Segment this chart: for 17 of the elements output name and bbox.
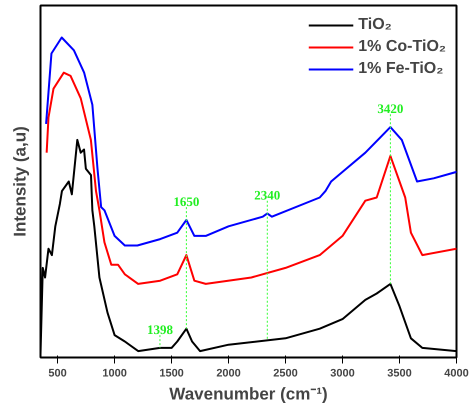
- x-axis-title: Wavenumber (cm⁻¹): [169, 384, 328, 404]
- legend-label: 1% Fe-TiO₂: [358, 60, 444, 78]
- annotation: 1650: [173, 194, 200, 209]
- annotation: 2340: [254, 188, 280, 202]
- annotation: 1398: [146, 322, 174, 337]
- x-tick-label: 1500: [159, 368, 184, 380]
- x-tick-label: 4000: [444, 368, 469, 380]
- x-tick-label: 3000: [330, 368, 355, 380]
- legend-label: TiO₂: [358, 16, 392, 34]
- x-tick-label: 2000: [216, 368, 241, 380]
- x-tick-label: 500: [48, 368, 67, 380]
- annotation: 3420: [377, 101, 404, 116]
- x-tick-label: 1000: [102, 368, 127, 380]
- x-tick-label: 2500: [273, 368, 298, 380]
- y-axis-title: Intensity (a,u): [10, 126, 30, 237]
- x-tick-label: 3500: [387, 368, 412, 380]
- legend-label: 1% Co-TiO₂: [358, 38, 446, 56]
